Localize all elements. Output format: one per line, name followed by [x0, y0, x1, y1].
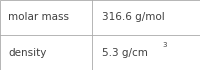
Text: molar mass: molar mass [8, 13, 69, 22]
Bar [0, 0, 92, 35]
Bar [0, 35, 92, 70]
Text: 316.6 g/mol: 316.6 g/mol [102, 13, 165, 22]
Text: 3: 3 [163, 42, 167, 48]
Text: density: density [8, 48, 46, 57]
Bar [92, 0, 200, 35]
Bar [92, 35, 200, 70]
Text: 5.3 g/cm: 5.3 g/cm [102, 48, 148, 57]
